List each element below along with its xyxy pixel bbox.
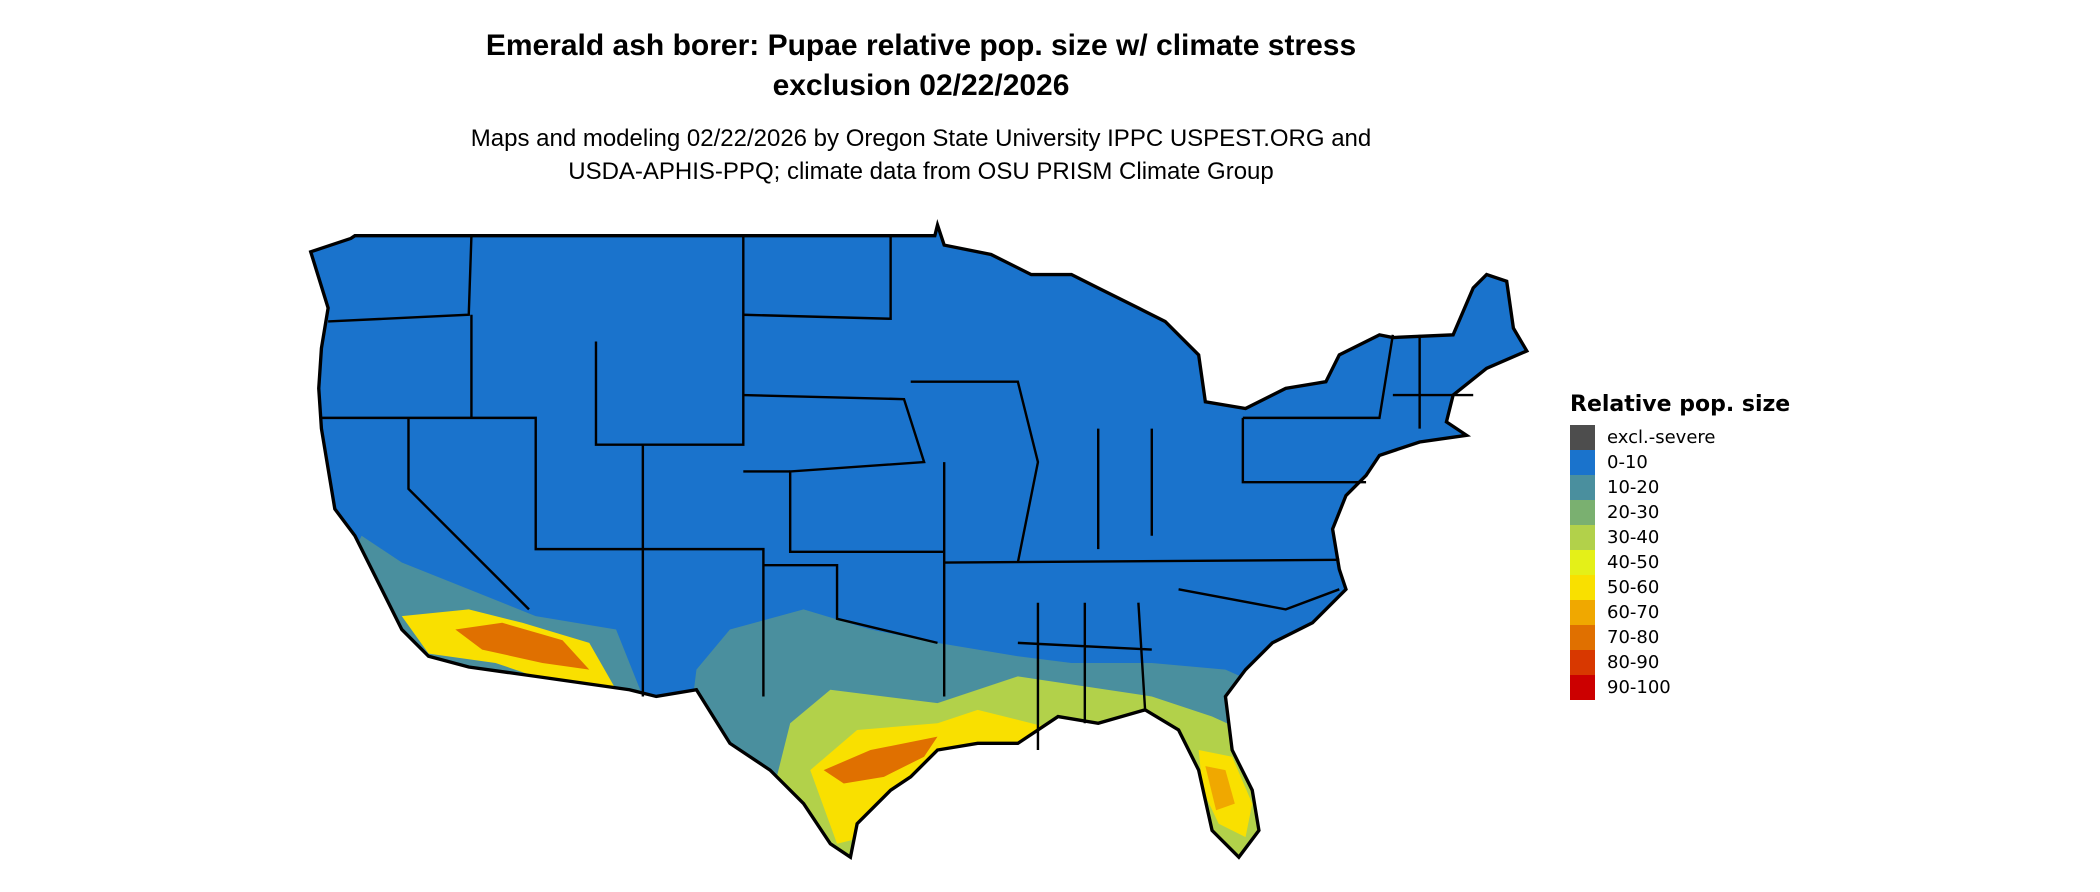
legend-label: 40-50: [1607, 552, 1660, 573]
legend-swatch: [1570, 550, 1595, 575]
map-title: Emerald ash borer: Pupae relative pop. s…: [0, 26, 1842, 106]
legend-swatch: [1570, 650, 1595, 675]
legend-label: 0-10: [1607, 452, 1648, 473]
legend-item: 20-30: [1570, 500, 1790, 525]
title-line-2: exclusion 02/22/2026: [772, 69, 1070, 102]
legend-label: 80-90: [1607, 652, 1660, 673]
legend-item: 50-60: [1570, 575, 1790, 600]
legend-label: 70-80: [1607, 627, 1660, 648]
subtitle-line-1: Maps and modeling 02/22/2026 by Oregon S…: [470, 125, 1372, 152]
legend-item: 30-40: [1570, 525, 1790, 550]
legend-item: 10-20: [1570, 475, 1790, 500]
zone-60-70-florida: [1205, 766, 1235, 811]
legend-item: 0-10: [1570, 450, 1790, 475]
state-borders: [321, 235, 1474, 751]
legend-swatch: [1570, 600, 1595, 625]
legend-swatch: [1570, 525, 1595, 550]
legend-item: 40-50: [1570, 550, 1790, 575]
zone-70-80-southwest: [455, 622, 590, 670]
legend-swatch: [1570, 575, 1595, 600]
legend-items: excl.-severe 0-10 10-20 20-30 30-40 40-50 50-6…: [1570, 425, 1790, 700]
legend-item: 60-70: [1570, 600, 1790, 625]
legend-label: 30-40: [1607, 527, 1660, 548]
legend-title: Relative pop. size: [1570, 392, 1791, 417]
legend-label: 20-30: [1607, 502, 1660, 523]
legend-swatch: [1570, 475, 1595, 500]
legend-swatch: [1570, 500, 1595, 525]
legend-label: 90-100: [1607, 677, 1671, 698]
legend-swatch: [1570, 625, 1595, 650]
legend-item: excl.-severe: [1570, 425, 1790, 450]
legend-label: 60-70: [1607, 602, 1660, 623]
legend-label: excl.-severe: [1607, 427, 1716, 448]
map-subtitle: Maps and modeling 02/22/2026 by Oregon S…: [0, 122, 1842, 188]
legend-item: 90-100: [1570, 675, 1790, 700]
legend-label: 10-20: [1607, 477, 1660, 498]
legend-label: 50-60: [1607, 577, 1660, 598]
legend-item: 70-80: [1570, 625, 1790, 650]
legend: Relative pop. size excl.-severe 0-10 10-20…: [1570, 392, 1790, 700]
legend-swatch: [1570, 450, 1595, 475]
legend-item: 80-90: [1570, 650, 1790, 675]
subtitle-line-2: USDA-APHIS-PPQ; climate data from OSU PR…: [568, 158, 1274, 185]
zone-70-80-texas: [823, 736, 938, 784]
legend-swatch: [1570, 425, 1595, 450]
legend-swatch: [1570, 675, 1595, 700]
title-line-1: Emerald ash borer: Pupae relative pop. s…: [485, 29, 1357, 62]
